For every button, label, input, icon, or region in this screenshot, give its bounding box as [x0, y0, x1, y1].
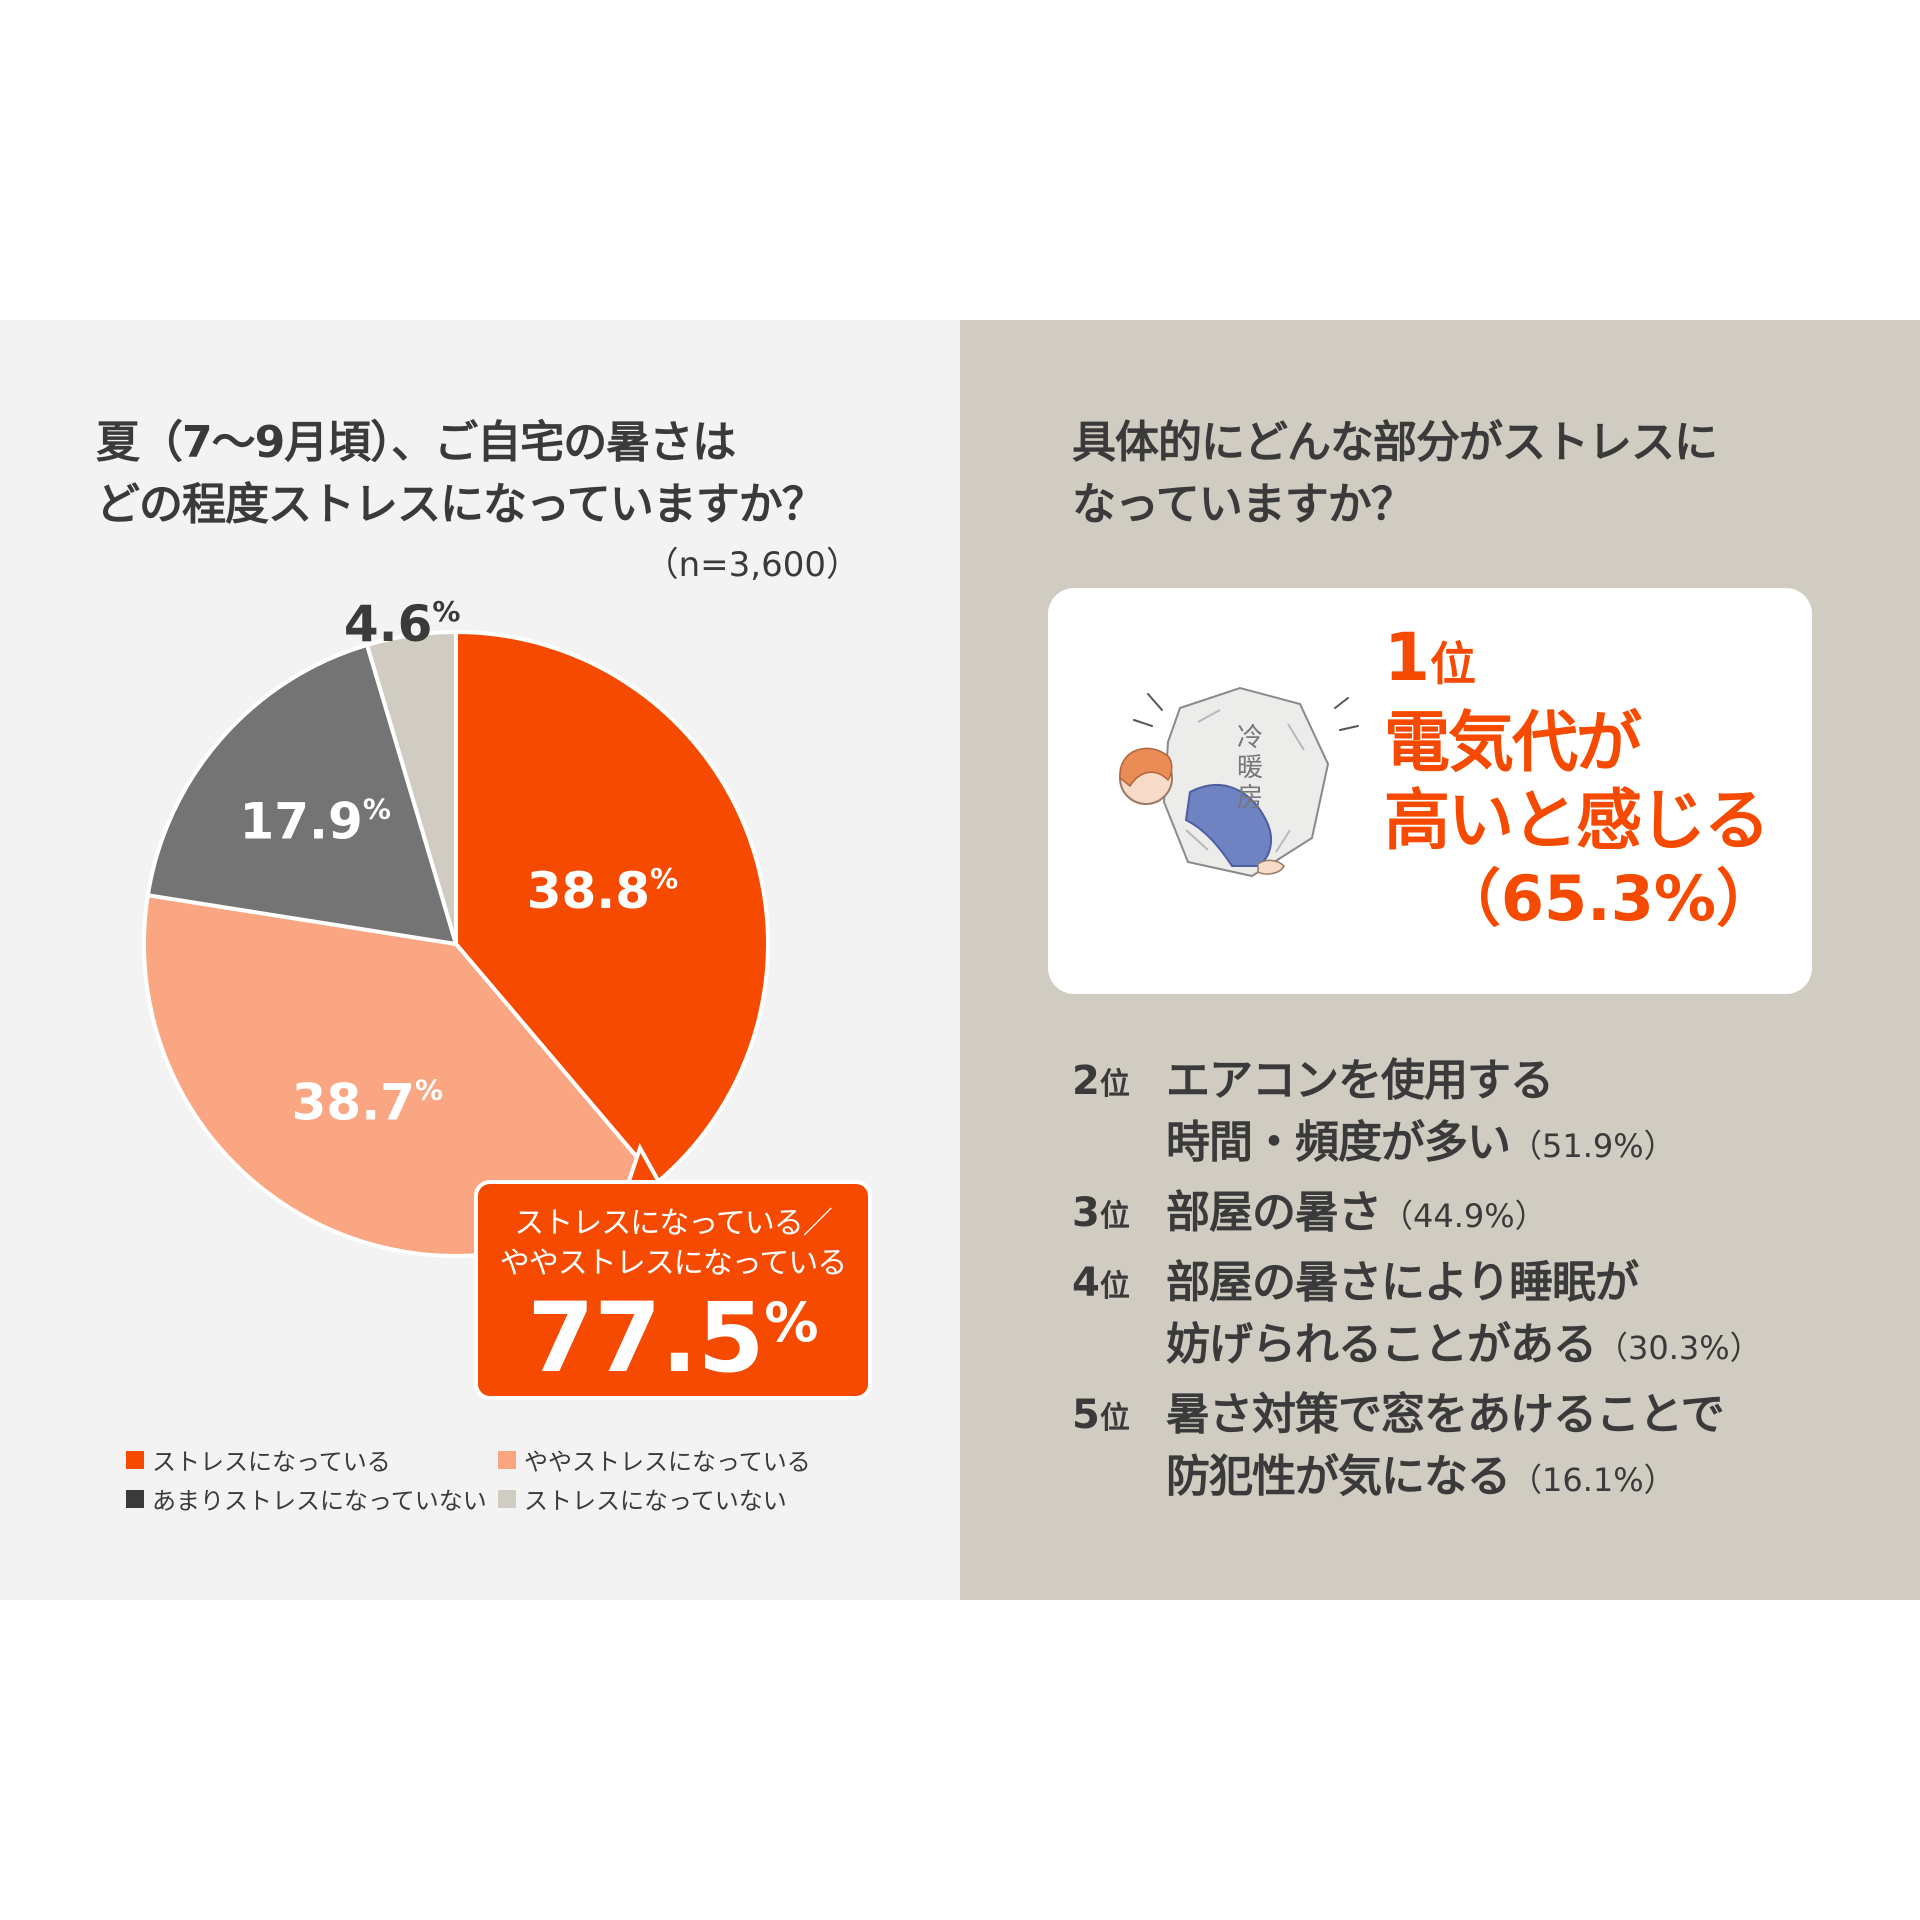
rank-number: 5 [1072, 1392, 1100, 1438]
pie-value-label: 17.9% [239, 793, 390, 851]
rank-item-5: 5位 暑さ対策で窓をあけることで 防犯性が気になる（16.1%） [1072, 1384, 1832, 1511]
rank-number: 2 [1072, 1058, 1100, 1104]
rank-unit: 位 [1099, 1067, 1130, 1102]
rank-line2: 防犯性が気になる [1166, 1451, 1511, 1502]
rank-percent: （16.1%） [1510, 1461, 1676, 1499]
legend-label: ストレスになっている [152, 1448, 391, 1476]
rank-line1: エアコンを使用する [1166, 1055, 1554, 1106]
rank-unit: 位 [1099, 1269, 1130, 1304]
rank1-percent: （65.3%） [1438, 862, 1778, 935]
rank-label: 5位 [1072, 1384, 1166, 1511]
rank-line1: 暑さ対策で窓をあけることで [1166, 1389, 1725, 1440]
legend-swatch [498, 1450, 516, 1469]
legend-swatch [126, 1450, 144, 1469]
illustration-char: 暖 [1237, 753, 1263, 783]
ranking-title: 具体的にどんな部分がストレスに なっていますか？ [1072, 412, 1852, 536]
legend-item: ややストレスになっている [498, 1442, 858, 1477]
rank-text: エアコンを使用する 時間・頻度が多い（51.9%） [1166, 1050, 1676, 1177]
rank-label: 2位 [1072, 1050, 1166, 1177]
pie-slice [145, 642, 458, 946]
rank-line2-wrap: 妨げられることがある（30.3%） [1166, 1314, 1762, 1379]
chart-title: 夏（7〜9月頃）、ご自宅の暑さは どの程度ストレスになっていますか？ [96, 412, 876, 536]
rank-label: 4位 [1072, 1252, 1166, 1379]
rank-line1: 部屋の暑さにより睡眠が [1166, 1257, 1639, 1308]
pie-value-label: 38.7% [292, 1074, 443, 1132]
callout-total: 77.5% [478, 1288, 868, 1388]
rank-text: 部屋の暑さにより睡眠が 妨げられることがある（30.3%） [1166, 1252, 1762, 1379]
rank-line2-wrap: 防犯性が気になる（16.1%） [1166, 1446, 1724, 1511]
chart-title-line2: どの程度ストレスになっていますか？ [96, 479, 826, 530]
legend-label: ストレスになっていない [524, 1487, 787, 1515]
pie-chart: 38.8% 38.7% 17.9% 4.6% [142, 595, 770, 1258]
callout-line1: ストレスになっている／ [514, 1206, 833, 1241]
pie-slice [365, 630, 458, 946]
rank1-line1: 電気代が [1384, 704, 1642, 781]
legend: ストレスになっている ややストレスになっている あまりストレスになっていない ス… [126, 1442, 846, 1516]
callout-value: 77.5 [527, 1282, 765, 1394]
legend-label: ややストレスになっている [524, 1448, 811, 1476]
illustration-char: 房 [1237, 783, 1263, 813]
rank-item-4: 4位 部屋の暑さにより睡眠が 妨げられることがある（30.3%） [1072, 1252, 1832, 1379]
rank1-answer: 1位 電気代が 高いと感じる （65.3%） [1384, 618, 1784, 938]
pie-slice [454, 630, 770, 1184]
illustration-char: 冷 [1237, 723, 1263, 753]
rank-line1: 部屋の暑さ [1166, 1187, 1382, 1238]
pie-value-label: 38.8% [527, 862, 678, 920]
legend-item: ストレスになっている [126, 1442, 498, 1477]
callout-line2: ややストレスになっている [499, 1246, 848, 1281]
legend-item: あまりストレスになっていない [126, 1481, 498, 1516]
rank-text: 暑さ対策で窓をあけることで 防犯性が気になる（16.1%） [1166, 1384, 1725, 1511]
rank-line2: 妨げられることがある [1166, 1319, 1597, 1370]
legend-swatch [498, 1489, 516, 1508]
rank-number: 3 [1072, 1190, 1100, 1236]
rank-item-2: 2位 エアコンを使用する 時間・頻度が多い（51.9%） [1072, 1050, 1832, 1177]
rank1-label: 1位 [1384, 618, 1784, 704]
sample-size: （n=3,600） [644, 545, 860, 585]
rank-number: 4 [1072, 1260, 1100, 1306]
rank-unit: 位 [1099, 1199, 1130, 1234]
pie-value-label: 4.6% [344, 595, 461, 653]
rank-line1-wrap: 部屋の暑さ（44.9%） [1166, 1182, 1547, 1247]
legend-label: あまりストレスになっていない [152, 1487, 487, 1515]
chart-title-line1: 夏（7〜9月頃）、ご自宅の暑さは [96, 417, 736, 468]
rank-line2: 時間・頻度が多い [1166, 1117, 1511, 1168]
rank-percent: （30.3%） [1596, 1329, 1762, 1367]
legend-swatch [126, 1489, 144, 1508]
ranking-title-line1: 具体的にどんな部分がストレスに [1072, 417, 1718, 468]
rank-label: 3位 [1072, 1182, 1166, 1248]
rank-text: 部屋の暑さ（44.9%） [1166, 1182, 1547, 1248]
ranking-title-line2: なっていますか？ [1072, 479, 1415, 530]
rank1-line2: 高いと感じる [1384, 782, 1770, 859]
total-callout: ストレスになっている／ ややストレスになっている 77.5% [474, 1180, 872, 1400]
rank-percent: （51.9%） [1510, 1127, 1676, 1165]
rank-item-3: 3位 部屋の暑さ（44.9%） [1072, 1182, 1832, 1248]
legend-item: ストレスになっていない [498, 1481, 858, 1516]
rank1-number: 1 [1384, 619, 1430, 696]
rank-unit: 位 [1099, 1401, 1130, 1436]
person-carrying-rock-illustration: 冷 暖 房 [1119, 686, 1359, 878]
rank-percent: （44.9%） [1381, 1197, 1547, 1235]
rank1-unit: 位 [1429, 637, 1476, 691]
callout-unit: % [764, 1291, 819, 1354]
rank-line2-wrap: 時間・頻度が多い（51.9%） [1166, 1112, 1676, 1177]
